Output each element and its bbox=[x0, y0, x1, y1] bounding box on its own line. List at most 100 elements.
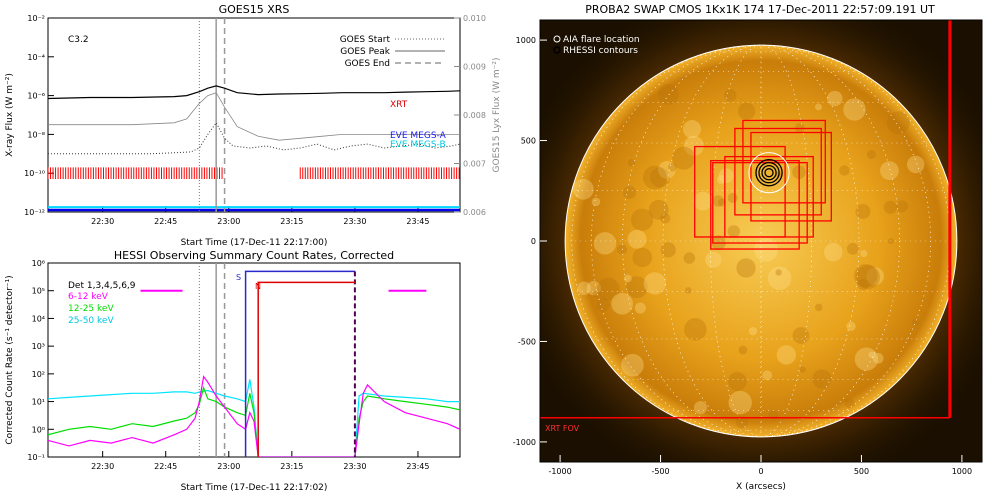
surface-blob bbox=[776, 345, 796, 365]
hessi-y-tick-label: 10³ bbox=[32, 342, 45, 351]
surface-blob bbox=[823, 242, 843, 262]
rhessi-contour bbox=[758, 161, 780, 184]
surface-blob bbox=[627, 158, 636, 167]
hessi-x-tick-label: 22:30 bbox=[91, 462, 114, 471]
surface-blob bbox=[792, 327, 810, 344]
surface-blob bbox=[724, 89, 737, 102]
surface-blob bbox=[880, 161, 899, 181]
surface-blob bbox=[775, 269, 782, 276]
xrt-pointing-box bbox=[724, 155, 814, 238]
goes-y2-tick-label: 0.008 bbox=[463, 111, 486, 120]
goes-eve-a-label: EVE MEGS-A bbox=[390, 131, 447, 141]
surface-blob bbox=[814, 303, 823, 312]
goes-long-channel-line bbox=[48, 85, 460, 100]
surface-blob bbox=[735, 415, 749, 429]
hessi-flag-s: S bbox=[236, 273, 241, 282]
surface-blob bbox=[597, 277, 620, 301]
surface-blob bbox=[754, 237, 778, 262]
surface-blob bbox=[896, 200, 909, 213]
heliographic-grid bbox=[565, 44, 957, 438]
surface-blob bbox=[883, 200, 897, 214]
hessi-y-tick-label: 10⁰ bbox=[32, 425, 45, 434]
goes-series bbox=[48, 85, 460, 155]
swap-y-tick-label: -1000 bbox=[513, 438, 536, 447]
hessi-night-bar bbox=[257, 281, 355, 457]
swap-x-tick-label: 1000 bbox=[952, 467, 972, 476]
hessi-y-tick-label: 10⁻¹ bbox=[27, 453, 45, 462]
xrt-pointing-box bbox=[742, 119, 826, 204]
hessi-y-tick-label: 10⁶ bbox=[32, 259, 45, 268]
surface-blob bbox=[630, 208, 654, 231]
surface-blob bbox=[846, 242, 859, 255]
surface-blob bbox=[854, 347, 879, 371]
goes-legend: GOES Start GOES Peak GOES End bbox=[340, 35, 445, 69]
goes-class-label: C3.2 bbox=[68, 35, 89, 45]
rhessi-legend-label: RHESSI contours bbox=[563, 46, 638, 56]
goes-y-tick-label: 10⁻² bbox=[27, 14, 45, 23]
grid-meridian bbox=[622, 44, 900, 438]
goes-xrs-panel: GOES15 XRS 10⁻² 10⁻⁴ 10⁻⁶ 10⁻⁸ 10⁻¹⁰ 10⁻¹² 0.… bbox=[5, 3, 502, 248]
hessi-x-tick-label: 23:15 bbox=[280, 462, 303, 471]
xrt-pointing-boxes bbox=[694, 119, 832, 250]
surface-blob bbox=[596, 297, 610, 312]
surface-blob bbox=[705, 251, 722, 268]
surface-blob bbox=[812, 369, 832, 389]
surface-blob bbox=[632, 247, 653, 268]
goes-short-channel-line bbox=[48, 92, 460, 141]
hessi-y-tick-label: 10² bbox=[32, 370, 45, 379]
surface-blob bbox=[643, 272, 667, 295]
surface-blob bbox=[718, 168, 734, 184]
surface-blob bbox=[660, 242, 676, 258]
swap-x-tick-label: 0 bbox=[758, 467, 763, 476]
rhessi-contour bbox=[755, 158, 783, 187]
surface-blob bbox=[736, 258, 756, 278]
goes-x-tick-label: 22:30 bbox=[91, 217, 114, 226]
surface-blob bbox=[657, 83, 679, 105]
xrt-pointing-box bbox=[710, 159, 800, 250]
surface-blob bbox=[768, 410, 779, 421]
goes-y-tick-label: 10⁻⁸ bbox=[27, 130, 45, 139]
surface-blob bbox=[682, 120, 702, 139]
hessi-event-markers bbox=[198, 263, 226, 457]
hessi-x-label: Start Time (17-Dec-11 22:17:02) bbox=[181, 483, 328, 493]
goes-legend-start: GOES Start bbox=[340, 35, 391, 45]
goes-legend-peak: GOES Peak bbox=[340, 47, 390, 57]
goes-y-tick-label: 10⁻⁶ bbox=[27, 92, 45, 101]
goes-lyx-line bbox=[48, 121, 460, 155]
goes-y2-axis: 0.010 0.009 0.008 0.007 0.006 bbox=[454, 14, 486, 217]
surface-blob bbox=[843, 98, 866, 121]
hessi-x-tick-label: 22:45 bbox=[154, 462, 177, 471]
swap-x-axis: -1000 -500 0 500 1000 bbox=[548, 455, 972, 476]
goes-legend-end: GOES End bbox=[345, 59, 390, 69]
hessi-flag-n: N bbox=[255, 282, 261, 291]
rhessi-contour bbox=[764, 168, 774, 178]
hessi-y-tick-label: 10¹ bbox=[32, 398, 45, 407]
surface-blob bbox=[886, 111, 910, 135]
swap-y-tick-label: 1000 bbox=[516, 36, 536, 45]
surface-blob bbox=[683, 135, 704, 156]
surface-blob bbox=[693, 401, 708, 415]
surface-blob bbox=[616, 244, 628, 255]
surface-blob bbox=[762, 370, 773, 381]
hessi-x-tick-label: 23:45 bbox=[406, 462, 429, 471]
hessi-y-label: Corrected Count Rate (s⁻¹ detector⁻¹) bbox=[5, 275, 15, 444]
aia-legend-label: AIA flare location bbox=[563, 35, 640, 45]
swap-x-tick-label: -500 bbox=[651, 467, 669, 476]
surface-blob bbox=[591, 197, 601, 207]
surface-blob bbox=[592, 290, 601, 299]
surface-blob bbox=[623, 274, 632, 283]
surface-blob bbox=[855, 204, 871, 219]
hessi-y-axis: 10⁶ 10⁵ 10⁴ 10³ 10² 10¹ 10⁰ 10⁻¹ bbox=[27, 259, 54, 462]
hessi-legend: Det 1,3,4,5,6,9 6-12 keV 12-25 keV 25-50… bbox=[68, 281, 136, 326]
surface-blob bbox=[767, 266, 792, 290]
goes-y-tick-label: 10⁻⁴ bbox=[27, 53, 45, 62]
hessi-saa-bar bbox=[244, 270, 355, 457]
hessi-det-label: Det 1,3,4,5,6,9 bbox=[68, 281, 136, 291]
hessi-series-line-12-25-keV bbox=[48, 385, 460, 457]
surface-blob bbox=[827, 90, 843, 107]
xrt-pointing-box bbox=[750, 131, 832, 222]
goes-y-label: X-ray Flux (W m⁻²) bbox=[5, 73, 15, 157]
goes-y-tick-label: 10⁻¹² bbox=[24, 208, 45, 217]
surface-blob bbox=[727, 192, 738, 204]
swap-title: PROBA2 SWAP CMOS 1Kx1K 174 17-Dec-2011 2… bbox=[585, 3, 935, 16]
